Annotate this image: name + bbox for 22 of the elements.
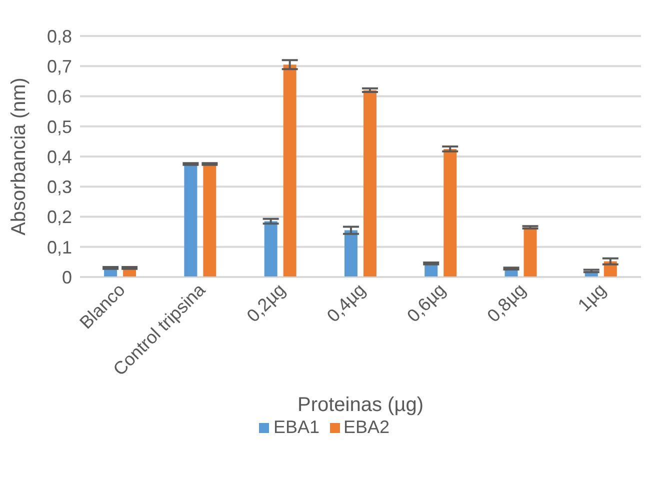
x-tick-label: 1µg — [574, 280, 610, 316]
bar — [444, 148, 457, 277]
y-tick-label: 0,5 — [46, 116, 72, 137]
y-tick-label: 0,3 — [46, 177, 72, 198]
y-tick-label: 0,6 — [46, 86, 72, 107]
legend-label: EBA1 — [273, 417, 320, 437]
legend-label: EBA2 — [344, 417, 390, 437]
y-axis-title: Absorbancia (nm) — [8, 78, 30, 236]
bar — [203, 164, 216, 277]
y-tick-label: 0,1 — [46, 237, 72, 258]
bar — [283, 64, 296, 277]
bar — [524, 227, 537, 277]
bar — [184, 164, 198, 277]
y-tick-label: 0,2 — [46, 207, 72, 228]
x-axis-title: Proteinas (µg) — [297, 394, 424, 416]
bar — [363, 90, 376, 277]
bar — [264, 221, 278, 277]
y-tick-label: 0,8 — [46, 26, 72, 46]
y-tick-label: 0,7 — [46, 56, 72, 77]
bar — [344, 230, 358, 277]
y-tick-label: 0 — [62, 267, 72, 288]
y-tick-label: 0,4 — [46, 146, 72, 167]
